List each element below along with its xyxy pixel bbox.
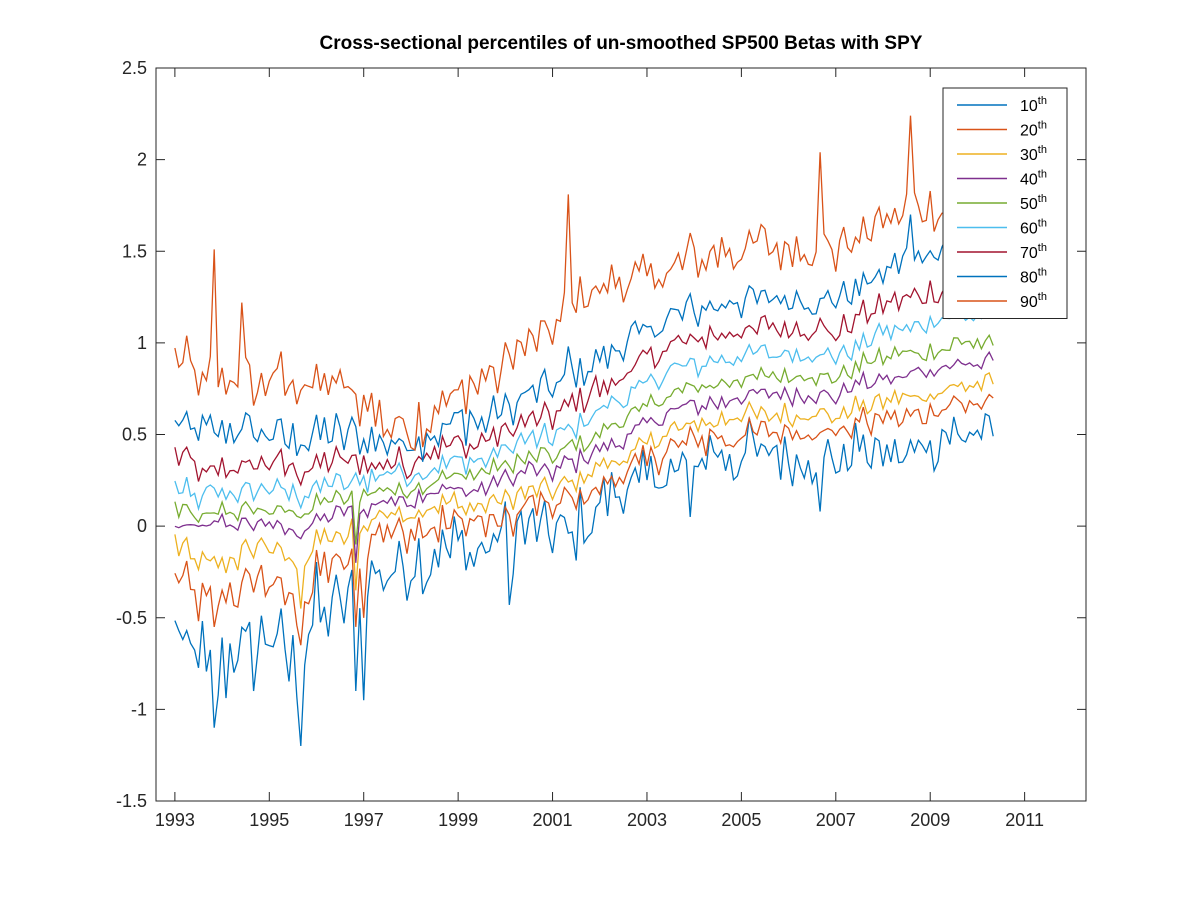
series-line-60th	[174, 308, 994, 512]
x-tick-label: 2005	[721, 810, 761, 830]
series-line-20th	[174, 393, 994, 646]
x-tick-label: 1995	[249, 810, 289, 830]
y-tick-label: -1	[131, 699, 147, 719]
legend: 10th 20th 30th 40th 50th 60th 70th 80th 90th	[942, 87, 1068, 319]
series-line-10th	[174, 412, 994, 747]
axis-ticks: 1993 1995 1997 1999 2001 2003 2005 2007 2009 2011…	[116, 58, 1086, 830]
y-tick-label: 2.5	[122, 58, 147, 78]
series-line-30th	[174, 371, 994, 609]
legend-label: 80th	[1020, 267, 1047, 287]
legend-label: 50th	[1020, 193, 1047, 213]
legend-label: 30th	[1020, 144, 1047, 164]
x-tick-label: 2011	[1005, 810, 1044, 830]
x-tick-label: 2001	[533, 810, 573, 830]
legend-label: 40th	[1020, 169, 1047, 189]
series-line-70th	[174, 276, 994, 487]
y-tick-label: 1.5	[122, 241, 147, 261]
y-tick-label: -1.5	[116, 791, 147, 811]
legend-label: 60th	[1020, 218, 1047, 238]
y-tick-label: 1	[137, 333, 147, 353]
x-tick-label: 1999	[438, 810, 478, 830]
x-tick-label: 2007	[816, 810, 856, 830]
y-tick-label: 0.5	[122, 425, 147, 445]
x-tick-label: 2003	[627, 810, 667, 830]
legend-label: 10th	[1020, 95, 1047, 115]
legend-label: 70th	[1020, 242, 1047, 262]
y-tick-label: 2	[137, 150, 147, 170]
series-line-40th	[174, 350, 994, 563]
y-tick-label: 0	[137, 516, 147, 536]
x-tick-label: 1997	[344, 810, 384, 830]
x-tick-label: 1993	[155, 810, 195, 830]
series-line-50th	[174, 333, 994, 545]
series-line-80th	[174, 214, 994, 462]
x-tick-label: 2009	[910, 810, 950, 830]
legend-label: 20th	[1020, 120, 1047, 140]
chart-title: Cross-sectional percentiles of un-smooth…	[319, 33, 923, 54]
series-line-90th	[174, 115, 994, 452]
series-layer	[174, 115, 994, 747]
y-tick-label: -0.5	[116, 608, 147, 628]
legend-label: 90th	[1020, 291, 1047, 311]
